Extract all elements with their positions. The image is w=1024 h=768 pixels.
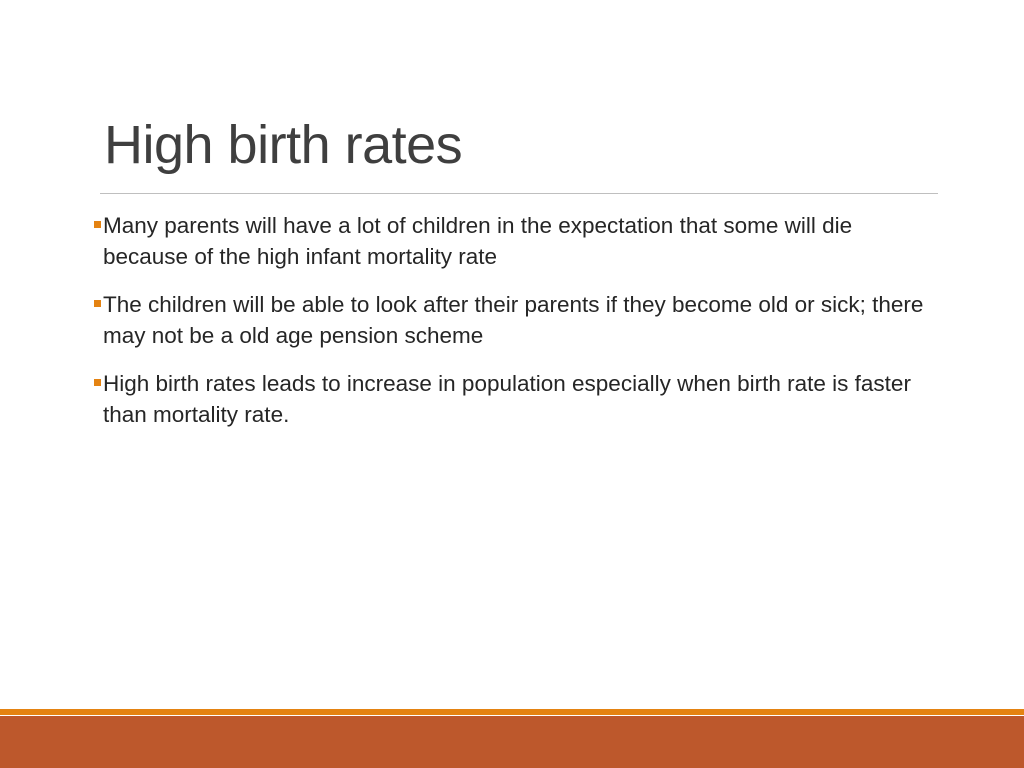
slide-title: High birth rates [104,115,463,175]
square-bullet-icon [94,379,101,386]
bullet-item: High birth rates leads to increase in po… [90,368,930,430]
bullet-text: High birth rates leads to increase in po… [103,371,911,427]
bullet-text: The children will be able to look after … [103,292,924,348]
square-bullet-icon [94,221,101,228]
title-divider [100,193,938,194]
footer-accent-line [0,709,1024,715]
bullet-item: Many parents will have a lot of children… [90,210,930,272]
bullet-list: Many parents will have a lot of children… [90,210,930,447]
footer-band [0,716,1024,768]
bullet-text: Many parents will have a lot of children… [103,213,853,269]
square-bullet-icon [94,300,101,307]
bullet-item: The children will be able to look after … [90,289,930,351]
